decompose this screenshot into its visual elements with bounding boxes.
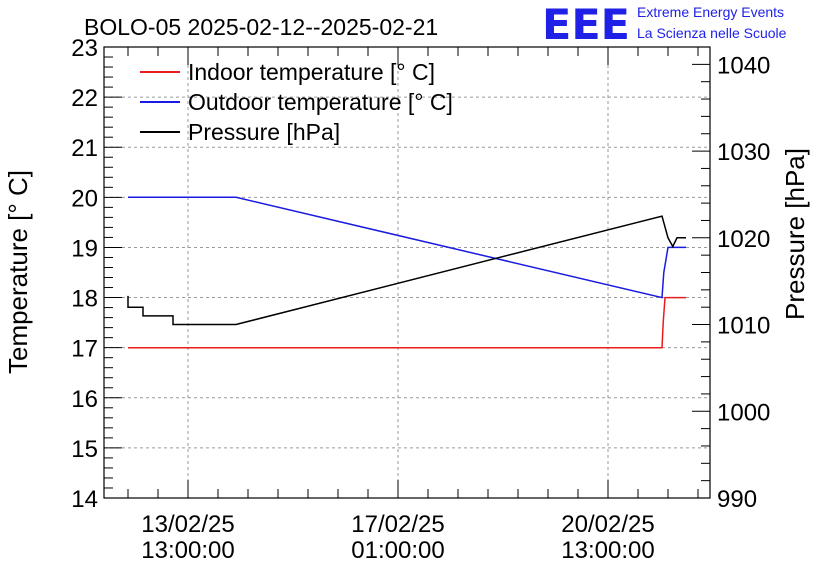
x-tick-label-date: 20/02/25 — [561, 511, 654, 538]
y-axis-right-title: Pressure [hPa] — [780, 148, 810, 320]
series-line-1 — [128, 196, 686, 299]
legend-label-0: Indoor temperature [° C] — [188, 59, 435, 85]
y-left-tick-label: 21 — [71, 135, 98, 162]
x-tick-label-time: 13:00:00 — [141, 537, 234, 564]
y-right-tick-label: 1040 — [717, 52, 770, 79]
y-left-tick-label: 23 — [71, 35, 98, 62]
legend-label-2: Pressure [hPa] — [188, 119, 340, 145]
y-axis-left-title: Temperature [° C] — [3, 170, 33, 374]
y-left-tick-label: 19 — [71, 235, 98, 262]
logo-line-2: La Scienza nelle Scuole — [637, 25, 787, 41]
x-tick-label-date: 13/02/25 — [141, 511, 234, 538]
y-left-tick-label: 15 — [71, 436, 98, 463]
y-left-tick-label: 18 — [71, 286, 98, 313]
y-left-tick-label: 14 — [71, 486, 98, 513]
series-line-2 — [127, 215, 686, 326]
y-left-tick-label: 17 — [71, 336, 98, 363]
eee-logo-mark: EEE — [542, 0, 630, 49]
x-tick-label-time: 13:00:00 — [561, 537, 654, 564]
series-line-0 — [128, 296, 686, 349]
y-right-tick-label: 1010 — [717, 313, 770, 340]
y-left-tick-label: 22 — [71, 85, 98, 112]
axes: 14 15 16 17 18 19 20 21 22 23 990 1000 1010 1020 1030 1… — [71, 35, 770, 564]
x-tick-label-date: 17/02/25 — [351, 511, 444, 538]
y-left-tick-label: 20 — [71, 185, 98, 212]
logo-line-1: Extreme Energy Events — [637, 4, 784, 20]
x-tick-label-time: 01:00:00 — [351, 537, 444, 564]
y-right-tick-label: 1030 — [717, 139, 770, 166]
y-left-tick-label: 16 — [71, 386, 98, 413]
y-right-tick-label: 1000 — [717, 399, 770, 426]
series-layer — [127, 196, 687, 349]
legend: Indoor temperature [° C] Outdoor temperat… — [140, 59, 453, 145]
grid — [104, 47, 710, 498]
legend-label-1: Outdoor temperature [° C] — [188, 89, 453, 115]
chart-title: BOLO-05 2025-02-12--2025-02-21 — [84, 14, 438, 40]
y-right-tick-label: 990 — [717, 486, 757, 513]
y-right-tick-label: 1020 — [717, 226, 770, 253]
eee-logo: EEE Extreme Energy Events La Scienza nel… — [542, 0, 787, 49]
